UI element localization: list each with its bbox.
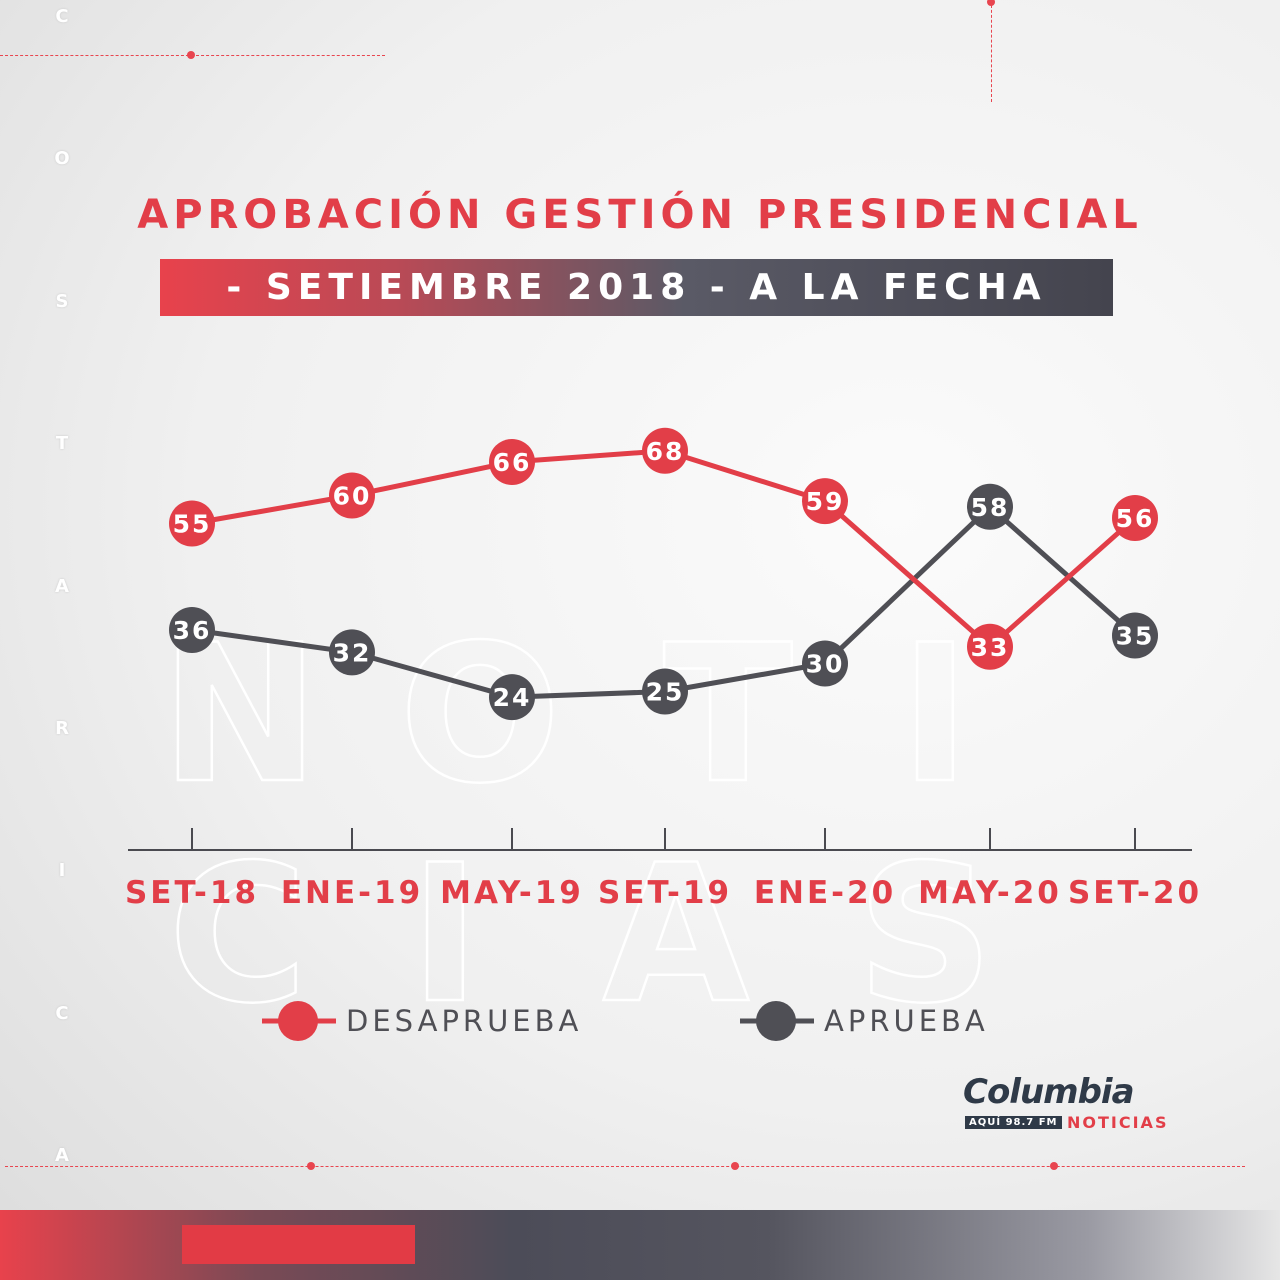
data-point <box>642 427 688 474</box>
data-label: 56 <box>1116 504 1155 533</box>
top-right-dashed-line <box>991 0 992 102</box>
watermark-letter: O <box>399 604 561 825</box>
watermark-letter: I <box>410 824 481 1045</box>
series-points: 36 32 24 25 30 58 35 55 60 66 68 59 33 56 <box>169 427 1158 721</box>
bottom-dashed-line <box>5 1166 1245 1167</box>
watermark-letter: A <box>602 824 749 1045</box>
data-label: 60 <box>333 482 372 511</box>
logo-name: Columbia <box>963 1072 1135 1112</box>
legend-marker <box>756 1001 796 1041</box>
bottom-dashed-dot-3 <box>1050 1162 1058 1170</box>
logo-tag: AQUÍ 98.7 FM <box>965 1116 1062 1129</box>
side-letter: R <box>55 717 69 739</box>
x-tick-label: SET-19 <box>598 875 732 911</box>
watermark: N O T IC I A S <box>159 603 994 1047</box>
data-label: 35 <box>1116 622 1155 651</box>
data-label: 36 <box>173 616 212 645</box>
chart-title: APROBACIÓN GESTIÓN PRESIDENCIAL <box>137 192 1143 238</box>
bottom-dashed-dot-1 <box>307 1162 315 1170</box>
data-point <box>802 478 848 525</box>
data-label: 68 <box>646 437 685 466</box>
legend-label: DESAPRUEBA <box>346 1004 582 1038</box>
x-tick-label: ENE-19 <box>281 875 423 911</box>
side-letter: O <box>54 148 70 170</box>
x-tick-label: MAY-20 <box>918 875 1062 911</box>
x-tick-label: SET-18 <box>125 875 259 911</box>
data-point <box>642 668 688 715</box>
x-tick-label: ENE-20 <box>754 875 896 911</box>
legend: DESAPRUEBA APRUEBA <box>262 1001 989 1041</box>
data-label: 24 <box>493 683 532 712</box>
data-label: 66 <box>493 448 532 477</box>
data-point <box>169 500 215 547</box>
data-label: 30 <box>806 650 845 679</box>
side-letter: C <box>55 6 69 27</box>
side-letter: C <box>55 1002 69 1024</box>
side-letter: T <box>55 433 69 455</box>
top-right-dashed-dot <box>987 0 995 6</box>
chart-subtitle: - SETIEMBRE 2018 - A LA FECHA <box>226 267 1047 308</box>
side-letter: A <box>55 575 69 597</box>
data-point <box>1112 494 1158 541</box>
top-dashed-dot <box>187 51 195 59</box>
watermark-letter: I <box>900 604 971 825</box>
line-chart: N O T IC I A S SET-18 ENE-19 MAY-19 SET-19 ENE-20 M… <box>124 427 1202 1047</box>
bottom-red-block <box>182 1225 415 1264</box>
data-label: 25 <box>646 678 685 707</box>
data-point <box>489 674 535 721</box>
x-tick-label: MAY-19 <box>440 875 584 911</box>
side-letter: S <box>55 290 69 312</box>
data-point <box>802 640 848 687</box>
x-tick-label: SET-20 <box>1068 875 1202 911</box>
x-axis: SET-18 ENE-19 MAY-19 SET-19 ENE-20 MAY-20 SET-… <box>125 828 1202 911</box>
side-letter: A <box>55 1145 69 1166</box>
legend-label: APRUEBA <box>824 1004 989 1038</box>
data-label: 58 <box>971 493 1010 522</box>
data-point <box>967 483 1013 530</box>
data-point <box>329 629 375 676</box>
subtitle-banner: - SETIEMBRE 2018 - A LA FECHA <box>160 259 1113 316</box>
legend-marker <box>278 1001 318 1041</box>
data-point <box>1112 612 1158 659</box>
data-point <box>329 472 375 519</box>
logo-sub: NOTICIAS <box>1067 1113 1169 1132</box>
data-label: 33 <box>971 633 1010 662</box>
data-label: 32 <box>333 638 372 667</box>
side-letters: C O S T A R I C A <box>52 0 72 1166</box>
watermark-letter: T <box>663 604 793 825</box>
side-letter: I <box>58 860 66 882</box>
data-point <box>169 606 215 653</box>
bottom-dashed-dot-2 <box>731 1162 739 1170</box>
data-label: 59 <box>806 487 845 516</box>
data-point <box>967 623 1013 670</box>
data-point <box>489 438 535 485</box>
columbia-logo: Columbia AQUÍ 98.7 FM NOTICIAS <box>963 1072 1183 1134</box>
watermark-letter: S <box>857 824 994 1045</box>
data-label: 55 <box>173 510 212 539</box>
